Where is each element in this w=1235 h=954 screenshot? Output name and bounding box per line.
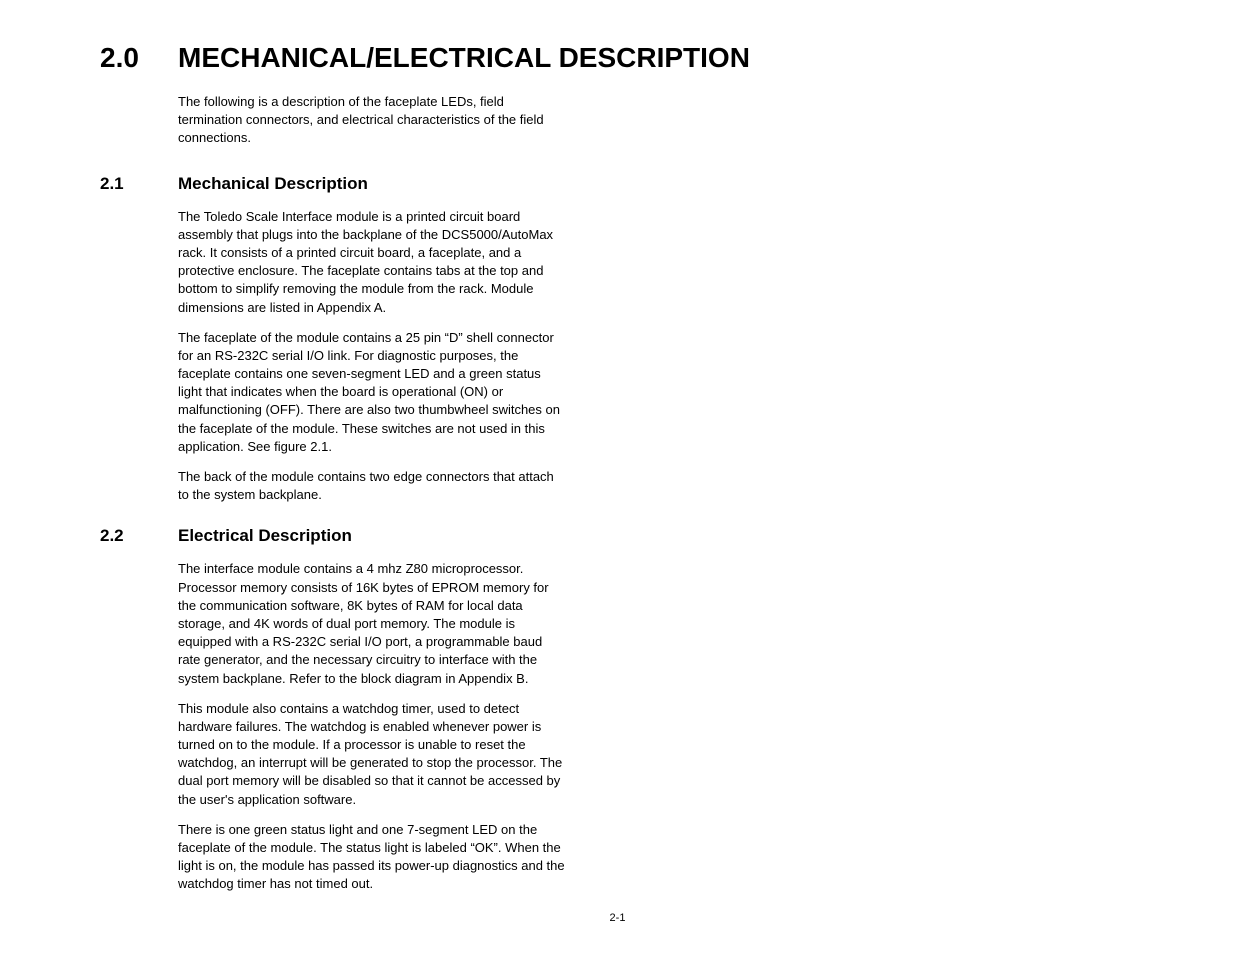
section-2-2-title: Electrical Description [178,526,352,546]
section-2-1-number: 2.1 [100,174,178,194]
main-heading-number: 2.0 [100,40,178,74]
section-2-1-para-3: The back of the module contains two edge… [178,468,568,504]
section-2-2-heading: 2.2 Electrical Description [100,526,1135,546]
section-2-2-para-3: There is one green status light and one … [178,821,568,894]
section-2-1-para-2: The faceplate of the module contains a 2… [178,329,568,456]
section-2-2-para-1: The interface module contains a 4 mhz Z8… [178,560,568,687]
section-2-1-title: Mechanical Description [178,174,368,194]
section-2-1-para-1: The Toledo Scale Interface module is a p… [178,208,568,317]
section-2-2-para-2: This module also contains a watchdog tim… [178,700,568,809]
intro-paragraph: The following is a description of the fa… [178,93,568,148]
main-heading-title: MECHANICAL/ELECTRICAL DESCRIPTION [178,40,750,75]
page-number: 2-1 [0,912,1235,924]
main-heading: 2.0 MECHANICAL/ELECTRICAL DESCRIPTION [100,40,1135,75]
section-2-1-heading: 2.1 Mechanical Description [100,174,1135,194]
section-2-2-number: 2.2 [100,526,178,546]
